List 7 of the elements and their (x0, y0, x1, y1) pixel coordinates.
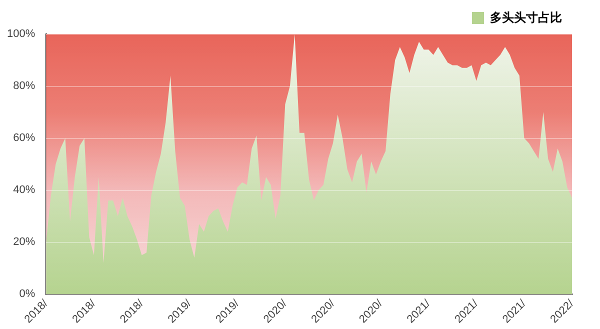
y-tick-label: 80% (13, 80, 36, 92)
y-tick-label: 60% (13, 132, 36, 144)
y-tick-label: 0% (19, 288, 36, 300)
legend-label: 多头头寸占比 (490, 10, 562, 24)
y-tick-label: 100% (6, 28, 36, 40)
y-tick-label: 40% (13, 184, 36, 196)
y-tick-label: 20% (13, 236, 36, 248)
